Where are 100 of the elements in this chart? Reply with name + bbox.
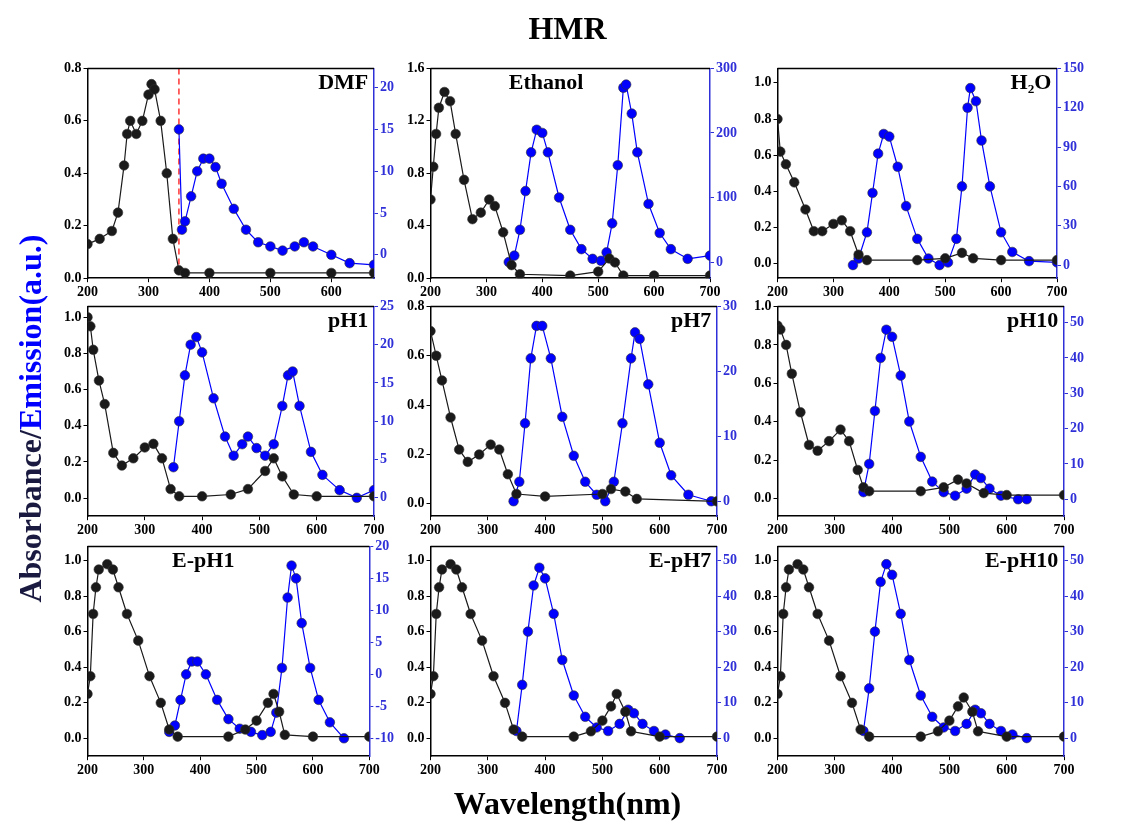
x-tick-label: 200 — [767, 284, 788, 300]
x-tick-label: 600 — [649, 522, 671, 538]
x-tick-label: 500 — [246, 762, 268, 778]
y-tick-label: 1.0 — [754, 298, 772, 314]
y2-tick-label: 0 — [716, 253, 723, 269]
y-tick-label: 0.4 — [407, 396, 425, 412]
y-tick-label: 0.0 — [407, 495, 425, 511]
annotation: pH1 — [327, 307, 369, 333]
x-tick-label: 500 — [259, 284, 281, 300]
y-tick-label: 0.8 — [754, 587, 772, 603]
x-tick-label: 300 — [477, 762, 499, 778]
y2-tick-label: 20 — [723, 362, 737, 378]
x-tick-label: 400 — [198, 284, 220, 300]
y-tick-label: 0.6 — [64, 112, 82, 128]
x-tick-label: 600 — [320, 284, 342, 300]
y-tick-label: 0.4 — [64, 658, 82, 674]
y2-tick-label: 10 — [380, 162, 394, 178]
y-tick-label: 0.0 — [64, 489, 82, 505]
x-tick-label: 500 — [248, 522, 270, 538]
text: HMR — [527, 10, 608, 47]
x-tick-label: 600 — [643, 284, 665, 300]
y-tick-label: 0.6 — [407, 347, 425, 363]
x-tick-label: 300 — [133, 762, 155, 778]
y-tick-label: 0.2 — [407, 446, 425, 462]
y2-tick-label: 20 — [380, 79, 394, 95]
x-tick-label: 700 — [699, 284, 721, 300]
x-tick-label: 500 — [587, 284, 609, 300]
y-tick-label: 0.8 — [407, 587, 425, 603]
x-tick-label: 400 — [878, 284, 900, 300]
y2-tick-label: 20 — [380, 336, 394, 352]
x-tick-label: 400 — [881, 762, 903, 778]
y2-tick-label: 0 — [380, 246, 387, 262]
x-tick-label: 600 — [649, 762, 671, 778]
y-tick-label: 0.4 — [754, 183, 772, 198]
y-tick-label: 0.2 — [754, 451, 772, 467]
x-tick-label: 600 — [996, 762, 1018, 778]
x-tick-label: 200 — [420, 284, 441, 300]
x-tick-label: 400 — [189, 762, 211, 778]
x-tick-label: 300 — [824, 522, 846, 538]
x-tick-label: 600 — [306, 522, 328, 538]
x-tick-label: 300 — [822, 284, 844, 300]
y2-tick-label: 5 — [380, 204, 387, 220]
x-tick-label: 500 — [934, 284, 956, 300]
y2-tick-label: 20 — [1070, 658, 1084, 674]
x-tick-label: 200 — [420, 762, 441, 778]
y-tick-label: 0.6 — [407, 623, 425, 639]
x-tick-label: 500 — [938, 762, 960, 778]
y-tick-label: 0.2 — [64, 694, 82, 710]
x-tick-label: 200 — [767, 522, 788, 538]
y-tick-label: 0.8 — [754, 110, 772, 126]
y2-tick-label: 100 — [716, 189, 737, 205]
x-tick-label: 500 — [938, 522, 960, 538]
y2-tick-label: 0 — [1070, 490, 1077, 506]
y2-tick-label: 10 — [723, 427, 737, 443]
annotation: DMF — [318, 69, 369, 95]
annotation: H₂O — [1010, 69, 1052, 95]
y2-tick-label: 10 — [1070, 455, 1084, 471]
y2-tick-label: 40 — [1070, 349, 1084, 365]
y-tick-label: 0.0 — [64, 730, 82, 746]
x-tick-label: 700 — [706, 522, 728, 538]
x-tick-label: 300 — [137, 284, 159, 300]
x-tick-label: 700 — [358, 762, 380, 778]
y-tick-label: 0.0 — [64, 269, 82, 285]
y2-tick-label: -5 — [375, 697, 388, 713]
y2-tick-label: 20 — [375, 538, 390, 554]
x-tick-label: 500 — [591, 522, 613, 538]
y-tick-label: 0.0 — [754, 730, 772, 746]
y-tick-label: 1.2 — [407, 112, 425, 128]
y2-tick-label: 30 — [1070, 623, 1084, 639]
x-tick-label: 300 — [134, 522, 156, 538]
y-tick-label: 0.4 — [407, 217, 425, 233]
y2-tick-label: 20 — [1070, 420, 1084, 436]
y2-tick-label: 25 — [380, 298, 394, 314]
x-tick-label: 400 — [534, 522, 556, 538]
y-tick-label: 0.8 — [754, 336, 772, 352]
y-tick-label: 1.0 — [407, 552, 425, 568]
y2-tick-label: 30 — [723, 298, 737, 314]
x-tick-label: 400 — [534, 762, 556, 778]
x-tick-label: 600 — [990, 284, 1012, 300]
y-tick-label: 0.0 — [407, 269, 425, 285]
y2-tick-label: 50 — [1070, 314, 1084, 330]
y2-tick-label: -10 — [375, 729, 395, 745]
y2-tick-label: 40 — [1070, 587, 1084, 603]
y-tick-label: 0.0 — [407, 730, 425, 746]
y-tick-label: 0.4 — [64, 417, 82, 433]
y2-tick-label: 300 — [716, 60, 737, 76]
y-tick-label: 0.8 — [407, 298, 425, 314]
x-tick-label: 600 — [996, 522, 1018, 538]
text: Absorbance/Emission(a.u.) — [11, 234, 48, 603]
x-tick-label: 200 — [77, 284, 98, 300]
x-tick-label: 500 — [591, 762, 613, 778]
annotation: Ethanol — [508, 69, 584, 95]
y2-tick-label: 90 — [1063, 138, 1077, 154]
x-tick-label: 200 — [77, 522, 98, 538]
y2-tick-label: 50 — [723, 552, 737, 568]
x-tick-label: 400 — [881, 522, 903, 538]
y-tick-label: 1.0 — [754, 74, 772, 90]
x-tick-label: 400 — [191, 522, 213, 538]
x-tick-label: 700 — [1053, 762, 1075, 778]
y2-tick-label: 10 — [380, 412, 394, 428]
